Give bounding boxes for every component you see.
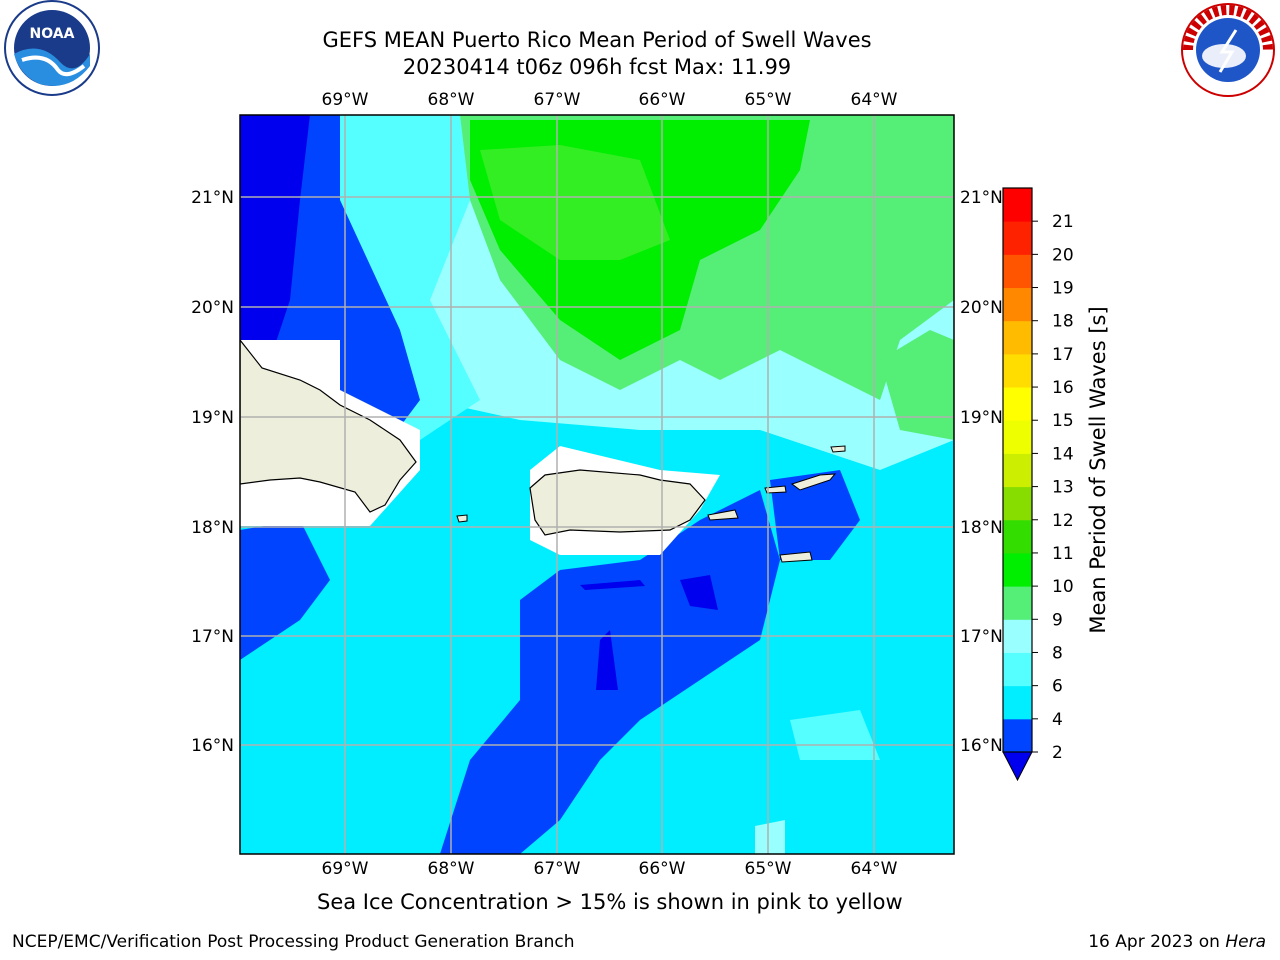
hispaniola-land <box>240 339 417 513</box>
colorbar-tick-label: 9 <box>1052 610 1063 630</box>
colorbar-frame <box>1002 187 1033 753</box>
lat-label-left: 19°N <box>191 408 234 428</box>
lat-label-right: 21°N <box>960 188 1003 208</box>
colorbar-tick-label: 4 <box>1052 710 1063 730</box>
colorbar: 2 4 6 8 9 10 11 12 13 14 15 16 17 18 19 20 21 <box>1002 187 1074 782</box>
lat-label-right: 20°N <box>960 298 1003 318</box>
lat-label-right: 17°N <box>960 627 1003 647</box>
lon-label-bottom: 68°W <box>428 859 475 879</box>
lat-label-right: 16°N <box>960 736 1003 756</box>
lon-label-bottom: 67°W <box>534 859 581 879</box>
colorbar-swatch <box>1003 254 1032 289</box>
nws-logo-icon <box>1181 3 1275 97</box>
colorbar-swatch <box>1003 221 1032 255</box>
swell-zone-11-12 <box>480 145 670 260</box>
colorbar-under-arrow <box>1002 751 1033 782</box>
lat-label-right: 19°N <box>960 408 1003 428</box>
lon-labels-bottom: 69°W 68°W 67°W 66°W 65°W 64°W <box>322 859 898 879</box>
plot-title: GEFS MEAN Puerto Rico Mean Period of Swe… <box>322 28 872 52</box>
colorbar-swatch <box>1003 552 1032 587</box>
colorbar-tick-label: 13 <box>1052 478 1074 498</box>
lon-label-top: 68°W <box>428 90 475 110</box>
lat-label-left: 18°N <box>191 518 234 538</box>
footer-date: 16 Apr 2023 on Hera <box>1088 932 1266 952</box>
lon-label-top: 65°W <box>745 90 792 110</box>
colorbar-tick-label: 20 <box>1052 245 1074 265</box>
lat-label-left: 21°N <box>191 188 234 208</box>
swell-zone-6-8-se <box>790 710 880 760</box>
colorbar-swatch <box>1003 387 1032 421</box>
lon-label-top: 67°W <box>534 90 581 110</box>
footer-date-text: 16 Apr 2023 on <box>1088 932 1226 952</box>
colorbar-tick-label: 19 <box>1052 279 1074 299</box>
swell-zone-under-2-west <box>240 115 310 360</box>
colorbar-swatch <box>1003 353 1032 388</box>
lon-label-bottom: 66°W <box>639 859 686 879</box>
noaa-logo-text: NOAA <box>30 26 75 42</box>
colorbar-tick-label: 11 <box>1052 544 1074 564</box>
colorbar-swatch <box>1003 287 1032 322</box>
lon-label-bottom: 69°W <box>322 859 369 879</box>
virgin-islands-land <box>764 485 787 494</box>
map-grid <box>240 115 954 854</box>
map-frame <box>239 114 955 855</box>
lat-label-left: 17°N <box>191 627 234 647</box>
st-croix-land <box>779 551 813 563</box>
colorbar-swatch <box>1003 652 1032 687</box>
colorbar-tick-label: 10 <box>1052 577 1074 597</box>
lon-label-top: 66°W <box>639 90 686 110</box>
colorbar-label: Mean Period of Swell Waves [s] <box>1086 306 1110 634</box>
swell-zone-9-10-east <box>880 330 954 440</box>
lon-label-top: 64°W <box>851 90 898 110</box>
colorbar-swatch <box>1003 586 1032 620</box>
colorbar-swatch <box>1003 453 1032 488</box>
footer-credit: NCEP/EMC/Verification Post Processing Pr… <box>12 932 575 952</box>
swell-zone-8-9-s <box>755 820 785 854</box>
colorbar-swatch <box>1003 320 1032 355</box>
swell-zone-2-4-ne <box>770 470 860 560</box>
swell-pocket-2 <box>680 575 718 610</box>
footer-machine: Hera <box>1225 932 1266 952</box>
map-panel <box>240 115 954 854</box>
colorbar-swatch <box>1003 619 1032 653</box>
mona-island-land <box>456 514 468 523</box>
lat-label-left: 16°N <box>191 736 234 756</box>
swell-pocket-3 <box>580 580 645 590</box>
colorbar-tick-label: 14 <box>1052 444 1074 464</box>
lon-label-bottom: 65°W <box>745 859 792 879</box>
swell-zone-2-4-sw <box>240 520 330 660</box>
lon-labels-top: 69°W 68°W 67°W 66°W 65°W 64°W <box>322 90 898 110</box>
lat-labels-left: 21°N 20°N 19°N 18°N 17°N 16°N <box>191 188 234 756</box>
colorbar-swatch <box>1003 718 1032 753</box>
colorbar-swatch <box>1003 188 1032 222</box>
colorbar-swatch <box>1003 486 1032 521</box>
colorbar-tick-label: 21 <box>1052 212 1074 232</box>
noaa-logo-icon: NOAA <box>4 0 100 96</box>
colorbar-tick-label: 17 <box>1052 345 1074 365</box>
colorbar-tick-label: 18 <box>1052 312 1074 332</box>
bvi-land <box>790 473 837 491</box>
colorbar-tick-label: 2 <box>1052 743 1063 763</box>
colorbar-swatch <box>1003 420 1032 454</box>
colorbar-swatch <box>1003 519 1032 554</box>
vieques-land <box>707 509 739 521</box>
colorbar-tick-label: 8 <box>1052 643 1063 663</box>
colorbar-tick-label: 6 <box>1052 677 1063 697</box>
colorbar-swatch <box>1003 685 1032 720</box>
colorbar-tick-label: 16 <box>1052 378 1074 398</box>
lat-labels-right: 21°N 20°N 19°N 18°N 17°N 16°N <box>960 188 1003 756</box>
swell-pocket-1 <box>596 630 618 690</box>
lon-label-bottom: 64°W <box>851 859 898 879</box>
colorbar-tick-label: 12 <box>1052 511 1074 531</box>
lon-label-top: 69°W <box>322 90 369 110</box>
plot-subtitle: 20230414 t06z 096h fcst Max: 11.99 <box>402 55 792 79</box>
anegada-land <box>830 445 846 453</box>
lat-label-right: 18°N <box>960 518 1003 538</box>
colorbar-tick-label: 15 <box>1052 411 1074 431</box>
lat-label-left: 20°N <box>191 298 234 318</box>
sea-ice-note: Sea Ice Concentration > 15% is shown in … <box>317 890 903 914</box>
